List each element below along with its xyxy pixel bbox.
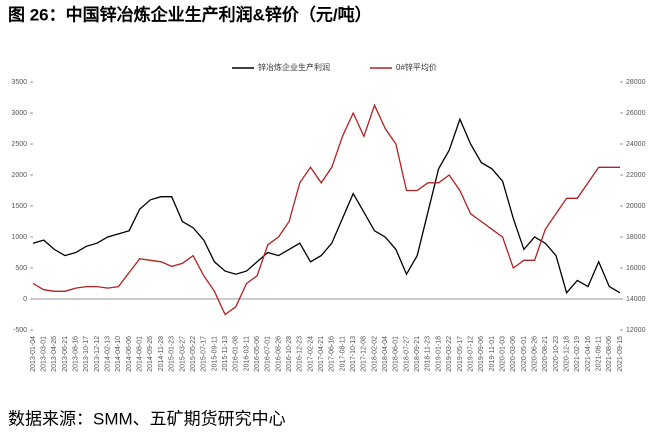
x-tick-label: 2017-06-16 [329, 336, 336, 372]
x-tick-label: 2015-09-11 [211, 336, 218, 371]
x-tick-label: 2015-03-27 [179, 336, 186, 372]
x-tick-label: 2019-03-22 [446, 336, 453, 372]
x-tick-label: 2019-07-12 [467, 336, 474, 372]
y2-tick-label: 24000 [626, 141, 646, 148]
x-tick-label: 2019-01-18 [435, 336, 442, 372]
x-tick-label: 2021-04-16 [585, 336, 592, 372]
y-tick-label: 2500 [11, 141, 27, 148]
x-tick-label: 2018-11-23 [425, 336, 432, 371]
x-tick-label: 2016-07-01 [265, 336, 272, 372]
x-tick-label: 2013-08-16 [73, 336, 80, 372]
x-tick-label: 2015-01-23 [169, 336, 176, 372]
x-tick-label: 2016-05-06 [254, 336, 261, 372]
x-tick-label: 2014-06-06 [126, 336, 133, 372]
y2-tick-label: 20000 [626, 203, 646, 210]
x-tick-label: 2020-12-18 [563, 336, 570, 372]
x-tick-label: 2016-10-28 [286, 336, 293, 372]
x-tick-label: 2014-09-26 [147, 336, 154, 372]
y2-tick-label: 22000 [626, 172, 646, 179]
y-tick-label: 3500 [11, 79, 27, 86]
y-tick-label: 3000 [11, 110, 27, 117]
x-tick-label: 2019-05-17 [457, 336, 464, 372]
x-tick-label: 2020-01-03 [499, 336, 506, 372]
y-tick-label: 0 [23, 296, 27, 303]
x-tick-label: 2017-02-24 [307, 336, 314, 372]
x-tick-label: 2013-04-26 [51, 336, 58, 372]
x-tick-label: 2015-07-17 [201, 336, 208, 372]
x-tick-label: 2020-06-26 [531, 336, 538, 372]
y-tick-label: 1500 [11, 203, 27, 210]
y2-tick-label: 26000 [626, 110, 646, 117]
y2-tick-label: 12000 [626, 327, 646, 334]
x-tick-label: 2018-06-01 [393, 336, 400, 372]
x-tick-label: 2020-03-06 [510, 336, 517, 372]
x-tick-label: 2017-10-13 [350, 336, 357, 372]
y2-tick-label: 28000 [626, 79, 646, 86]
x-tick-label: 2018-04-04 [382, 336, 389, 372]
x-tick-label: 2016-03-11 [243, 336, 250, 371]
x-tick-label: 2021-06-11 [595, 336, 602, 371]
x-tick-label: 2016-08-26 [275, 336, 282, 372]
x-tick-label: 2017-04-21 [318, 336, 325, 372]
legend-label: 锌冶炼企业生产利润 [258, 62, 330, 72]
x-tick-label: 2014-02-13 [105, 336, 112, 372]
x-tick-label: 2015-05-22 [190, 336, 197, 372]
x-tick-label: 2015-11-13 [222, 336, 229, 371]
x-tick-label: 2017-08-11 [339, 336, 346, 371]
x-tick-label: 2013-03-01 [41, 336, 48, 372]
x-tick-label: 2018-07-27 [403, 336, 410, 372]
x-tick-label: 2016-01-08 [233, 336, 240, 372]
x-tick-label: 2021-08-06 [606, 336, 613, 372]
series-line [32, 103, 620, 316]
y2-tick-label: 18000 [626, 234, 646, 241]
x-tick-label: 2014-11-28 [158, 336, 165, 371]
y2-tick-label: 14000 [626, 296, 646, 303]
chart-title: 图 26：中国锌冶炼企业生产利润&锌价（元/吨） [8, 4, 372, 24]
x-tick-label: 2013-12-12 [94, 336, 101, 372]
x-tick-label: 2013-10-17 [83, 336, 90, 372]
x-tick-label: 2021-02-19 [574, 336, 581, 372]
x-tick-label: 2021-09-15 [617, 336, 624, 372]
y2-tick-label: 16000 [626, 265, 646, 272]
x-tick-label: 2014-04-10 [115, 336, 122, 372]
x-tick-label: 2018-09-21 [414, 336, 421, 372]
legend-label: 0#锌平均价 [396, 62, 437, 72]
x-tick-label: 2020-05-01 [521, 336, 528, 372]
x-tick-label: 2019-11-01 [489, 336, 496, 371]
x-tick-label: 2018-02-02 [371, 336, 378, 372]
x-tick-label: 2020-10-23 [553, 336, 560, 372]
y-tick-label: 2000 [11, 172, 27, 179]
source: 数据来源：SMM、五矿期货研究中心 [8, 409, 286, 428]
series-line [32, 117, 621, 295]
y-tick-label: -500 [13, 327, 27, 334]
x-tick-label: 2013-01-04 [30, 336, 37, 372]
y-tick-label: 500 [15, 265, 27, 272]
x-tick-label: 2020-08-21 [542, 336, 549, 372]
x-tick-label: 2013-06-21 [62, 336, 69, 372]
x-tick-label: 2019-09-06 [478, 336, 485, 372]
y-tick-label: 1000 [11, 234, 27, 241]
x-tick-label: 2014-08-01 [137, 336, 144, 372]
x-tick-label: 2016-12-23 [297, 336, 304, 372]
x-tick-label: 2017-12-08 [361, 336, 368, 372]
